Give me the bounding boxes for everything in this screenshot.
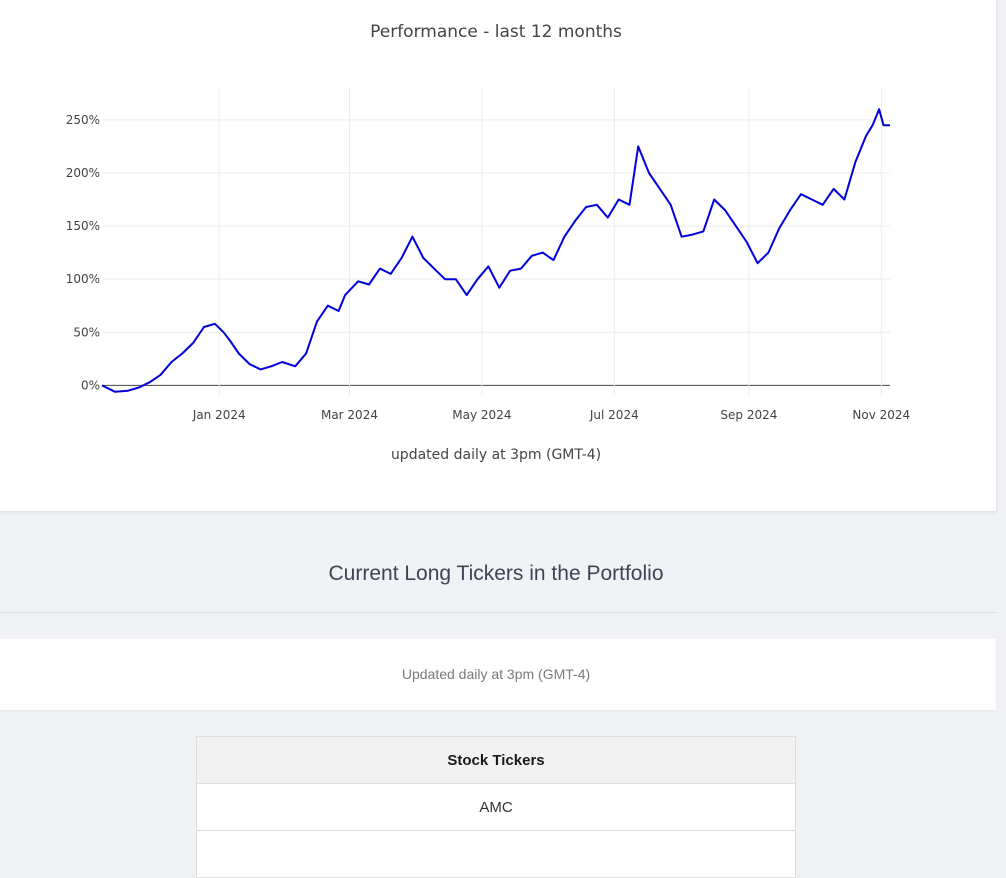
x-axis-title: updated daily at 3pm (GMT-4)	[391, 447, 601, 463]
table-header-stock-tickers: Stock Tickers	[196, 736, 796, 784]
y-tick-label: 0%	[81, 378, 100, 392]
x-tick-label: Jul 2024	[589, 408, 639, 422]
chart-grid	[102, 88, 890, 396]
x-tick-label: Mar 2024	[321, 408, 378, 422]
table-row	[196, 830, 796, 878]
y-tick-label: 50%	[73, 325, 100, 339]
update-note: Updated daily at 3pm (GMT-4)	[401, 666, 591, 682]
performance-chart: Performance - last 12 months 0% 50% 100% 15…	[66, 22, 911, 463]
y-tick-label: 250%	[66, 113, 100, 127]
x-tick-label: Sep 2024	[720, 408, 777, 422]
performance-line	[101, 108, 890, 393]
ticker-cell	[196, 830, 796, 878]
y-tick-label: 200%	[66, 166, 100, 180]
performance-chart-card: Performance - last 12 months 0% 50% 100% 15…	[0, 0, 997, 512]
ticker-cell: AMC	[196, 783, 796, 831]
y-tick-label: 150%	[66, 219, 100, 233]
x-tick-label: Nov 2024	[852, 408, 910, 422]
table-row: AMC	[196, 783, 796, 831]
chart-title: Performance - last 12 months	[370, 22, 622, 42]
section-title: Current Long Tickers in the Portfolio	[328, 562, 664, 585]
table-header-row: Stock Tickers	[196, 736, 796, 784]
y-tick-label: 100%	[66, 272, 100, 286]
section-divider	[0, 612, 996, 613]
x-tick-label: Jan 2024	[192, 408, 246, 422]
tickers-table: Stock Tickers AMC	[196, 736, 796, 878]
chart-axes: 0% 50% 100% 150% 200% 250% Jan 2024 Mar 2024 May…	[66, 113, 911, 422]
update-note-card: Updated daily at 3pm (GMT-4)	[0, 639, 996, 710]
x-tick-label: May 2024	[452, 408, 511, 422]
